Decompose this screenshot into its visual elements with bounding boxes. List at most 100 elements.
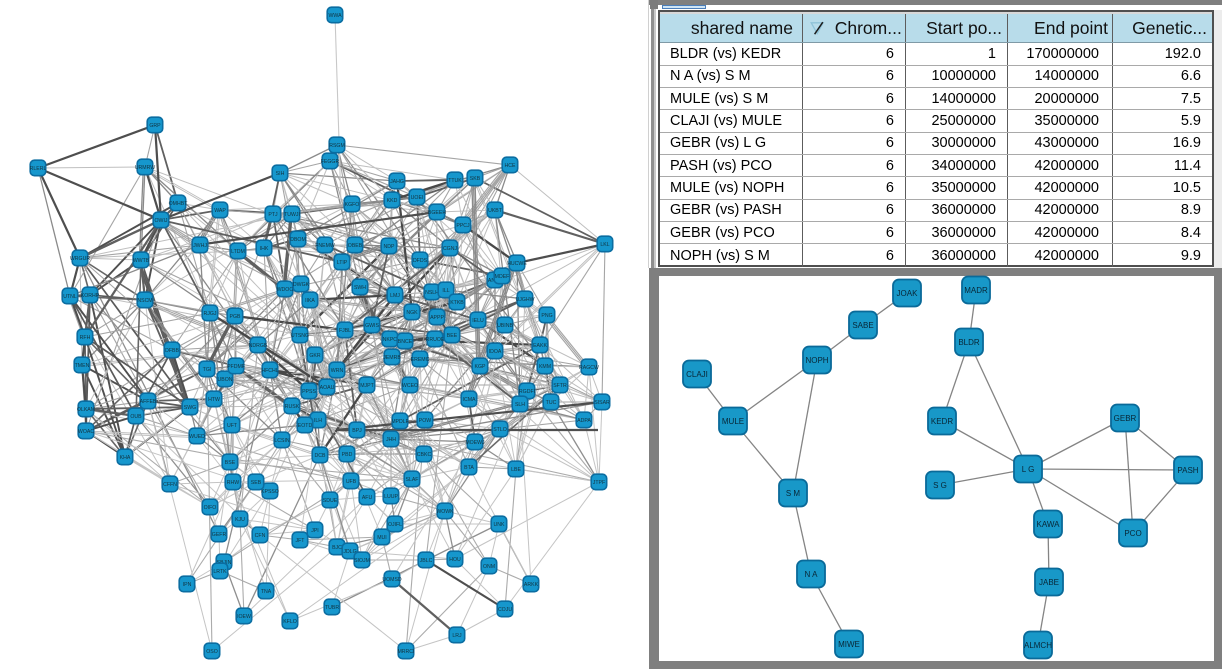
svg-text:SFTR: SFTR xyxy=(553,383,567,389)
svg-text:JHH: JHH xyxy=(386,437,396,443)
svg-text:WCEO: WCEO xyxy=(402,383,418,389)
svg-text:JTPF: JTPF xyxy=(593,480,605,486)
svg-text:JAHG: JAHG xyxy=(390,179,404,185)
svg-text:ONM: ONM xyxy=(483,564,495,570)
svg-text:JABE: JABE xyxy=(1039,578,1059,587)
svg-text:MADR: MADR xyxy=(964,286,988,295)
svg-text:AFFEB: AFFEB xyxy=(140,399,157,405)
svg-text:BSE: BSE xyxy=(225,460,236,466)
svg-text:KTKB: KTKB xyxy=(450,300,464,306)
svg-text:GRP: GRP xyxy=(149,123,161,129)
svg-text:WOAC: WOAC xyxy=(78,429,94,435)
svg-text:GWIS: GWIS xyxy=(365,323,379,329)
svg-text:RRUOE: RRUOE xyxy=(426,337,445,343)
svg-text:SIOJM: SIOJM xyxy=(354,558,370,564)
svg-text:ICMA: ICMA xyxy=(463,397,477,403)
svg-text:DFBB: DFBB xyxy=(165,348,179,354)
svg-text:KFLO: KFLO xyxy=(283,619,297,625)
svg-text:EREMC: EREMC xyxy=(411,357,430,363)
svg-text:EAKK: EAKK xyxy=(533,343,547,349)
svg-text:CGNJ: CGNJ xyxy=(443,246,458,252)
svg-text:TTUK: TTUK xyxy=(448,178,462,184)
svg-text:LBE: LBE xyxy=(511,467,521,473)
svg-text:TGI: TGI xyxy=(203,367,212,373)
svg-text:PTJ: PTJ xyxy=(268,212,278,218)
svg-text:UBON: UBON xyxy=(218,377,233,383)
svg-text:UTSNG: UTSNG xyxy=(291,333,309,339)
svg-text:KEDR: KEDR xyxy=(931,417,953,426)
svg-text:RJGJ: RJGJ xyxy=(204,311,217,317)
svg-text:JFT: JFT xyxy=(296,538,306,544)
svg-text:JWHJ: JWHJ xyxy=(193,243,207,249)
svg-text:NOPH: NOPH xyxy=(805,356,828,365)
svg-text:WUED: WUED xyxy=(189,434,205,440)
svg-text:UKBT: UKBT xyxy=(488,208,503,214)
svg-text:PNG: PNG xyxy=(541,313,552,319)
svg-text:TNA: TNA xyxy=(261,589,272,595)
svg-text:WOWK: WOWK xyxy=(436,509,454,515)
svg-text:CFN: CFN xyxy=(255,533,266,539)
svg-text:IOEW: IOEW xyxy=(237,614,251,620)
svg-text:LUUP: LUUP xyxy=(384,494,398,500)
svg-text:BJC: BJC xyxy=(332,545,342,551)
svg-text:FEGGR: FEGGR xyxy=(321,159,340,165)
svg-text:APPP: APPP xyxy=(430,315,444,321)
svg-text:HTW: HTW xyxy=(208,397,220,403)
svg-text:JOAK: JOAK xyxy=(897,289,919,298)
svg-text:DCB: DCB xyxy=(315,453,326,459)
svg-text:L G: L G xyxy=(1022,465,1035,474)
svg-text:BLDR: BLDR xyxy=(958,338,980,347)
svg-text:IHK: IHK xyxy=(260,246,269,252)
svg-text:RFH: RFH xyxy=(80,335,91,341)
svg-text:S M: S M xyxy=(786,489,801,498)
svg-text:TUBR: TUBR xyxy=(325,605,339,611)
svg-text:DBOM: DBOM xyxy=(290,237,306,243)
svg-text:WRN: WRN xyxy=(331,368,344,374)
svg-text:AFU: AFU xyxy=(362,495,373,501)
svg-text:WDOO: WDOO xyxy=(277,287,294,293)
svg-text:ILL: ILL xyxy=(442,288,449,294)
svg-text:LMJ: LMJ xyxy=(390,293,400,299)
svg-text:SWG: SWG xyxy=(184,405,196,411)
svg-text:GEBR: GEBR xyxy=(1114,414,1137,423)
svg-text:SABE: SABE xyxy=(852,321,873,330)
svg-text:PBD: PBD xyxy=(342,452,353,458)
svg-text:CFFN: CFFN xyxy=(163,482,177,488)
svg-text:GEFR: GEFR xyxy=(212,532,227,538)
svg-text:UBINB: UBINB xyxy=(497,323,513,329)
svg-text:NKPO: NKPO xyxy=(383,337,398,343)
svg-text:JEMRB: JEMRB xyxy=(383,355,401,361)
svg-text:IPN: IPN xyxy=(183,582,192,588)
svg-text:TUWJI: TUWJI xyxy=(284,212,300,218)
svg-text:OWIJ: OWIJ xyxy=(155,218,168,224)
svg-text:HOU: HOU xyxy=(449,557,461,563)
svg-text:SIH: SIH xyxy=(276,171,285,177)
svg-text:S G: S G xyxy=(933,481,947,490)
svg-text:CLAJI: CLAJI xyxy=(686,370,708,379)
svg-text:WWA: WWA xyxy=(328,13,342,19)
svg-text:ARKK: ARKK xyxy=(524,582,539,588)
svg-text:KGFO: KGFO xyxy=(345,202,360,208)
svg-text:SISAR: SISAR xyxy=(594,400,610,406)
svg-text:KHA: KHA xyxy=(120,455,131,461)
svg-text:IIKA: IIKA xyxy=(305,298,315,304)
svg-text:UJGHW: UJGHW xyxy=(515,297,534,303)
svg-text:KGP: KGP xyxy=(475,364,486,370)
svg-text:KJU: KJU xyxy=(235,517,245,523)
svg-text:MOEWJ: MOEWJ xyxy=(465,440,485,446)
svg-text:FJBL: FJBL xyxy=(339,328,351,334)
svg-text:TUC: TUC xyxy=(546,400,557,406)
svg-text:NSCM: NSCM xyxy=(137,298,152,304)
svg-text:LRJ: LRJ xyxy=(452,633,462,639)
svg-text:HCE: HCE xyxy=(505,163,516,169)
svg-text:EOTD: EOTD xyxy=(298,423,313,429)
svg-text:HFCHL: HFCHL xyxy=(261,368,278,374)
svg-text:COJU: COJU xyxy=(498,607,512,613)
svg-text:RHW: RHW xyxy=(227,480,239,486)
svg-text:RAGCW: RAGCW xyxy=(579,365,599,371)
svg-text:PGB: PGB xyxy=(230,314,241,320)
svg-text:KMM: KMM xyxy=(539,364,551,370)
svg-text:POW: POW xyxy=(419,418,431,424)
svg-text:DWGK: DWGK xyxy=(293,282,310,288)
svg-text:SWH: SWH xyxy=(354,285,366,291)
